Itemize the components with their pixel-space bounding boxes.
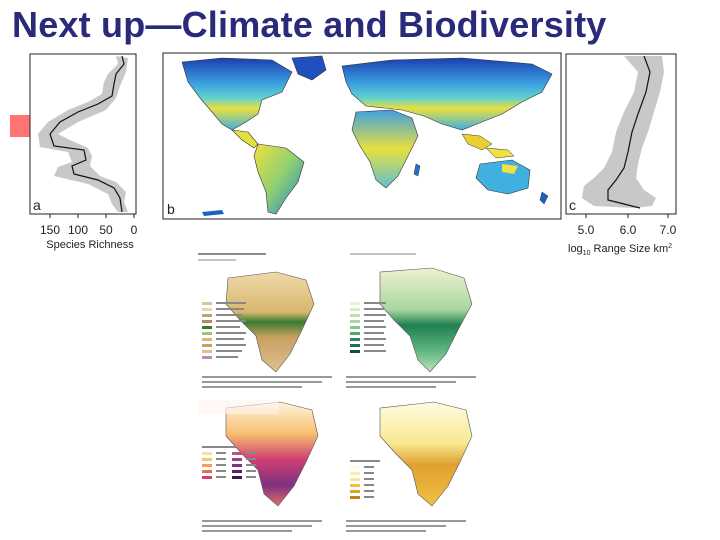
africa-vegetation-map [225,271,315,373]
panel-b-world-map: b [162,52,562,220]
africa-shape [351,109,419,189]
panel-c-xlabel-sub: 10 [583,250,591,256]
panel-c-letter: c [569,197,576,213]
south-america-shape [253,143,305,215]
slide-title: Next up—Climate and Biodiversity [12,4,607,45]
accent-bar [10,115,32,137]
panel-a-letter: a [33,197,41,213]
panel-c-range-size-plot: c 5.0 6.0 7.0 log10 Range Size km2 [565,53,677,256]
madagascar-shape [413,163,421,177]
panel-c-tick: 7.0 [660,223,677,237]
panel-a-tick: 100 [68,223,88,237]
panel-c-xlabel: log10 Range Size km2 [568,243,672,256]
africa-biodiversity-figure [198,253,476,532]
panel-c-xlabel-main: Range Size km [590,243,668,255]
africa-bird-richness-map [379,401,473,507]
panel-a-envelope [38,56,128,212]
legend-mammal-richness [202,446,256,479]
central-america-shape [231,129,259,149]
africa-mammal-richness-map [225,401,319,507]
greenland-shape [291,55,327,81]
panel-a-tick: 0 [131,223,138,237]
legend-vegetation [202,302,246,359]
panel-c-tick: 6.0 [620,223,637,237]
legend-bird-richness [350,460,380,499]
legend-plant-richness [350,302,386,353]
panel-c-xlabel-prefix: log [568,243,583,255]
panel-a-line [49,55,125,213]
panel-c-envelope [582,56,664,208]
africa-plant-richness-map [379,267,473,373]
panel-a-tick: 150 [40,223,60,237]
north-america-shape [181,57,293,131]
southeast-asia-shape [461,133,493,151]
panel-a-tick: 50 [99,223,113,237]
panel-a-richness-plot: a 150 100 50 0 Species Richness [29,53,138,251]
panel-c-line [607,55,651,209]
panel-a-xlabel: Species Richness [46,239,134,251]
eurasia-shape [341,57,553,131]
panel-c-tick: 5.0 [578,223,595,237]
panel-c-xlabel-sup: 2 [668,243,672,250]
panel-b-letter: b [167,201,175,217]
